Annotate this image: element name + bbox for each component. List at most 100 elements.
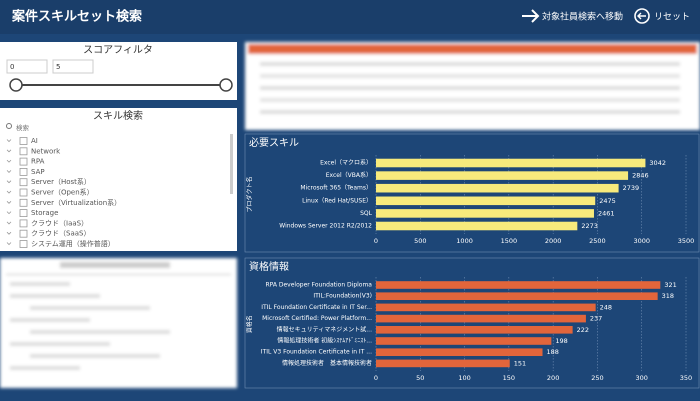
x-tick-label: 3500 — [678, 237, 695, 245]
header-bar — [0, 0, 700, 34]
x-tick-label: 0 — [374, 374, 378, 382]
arrow-icon — [522, 9, 540, 23]
skill-search-title: スキル検索 — [93, 109, 143, 122]
y-axis-label: 資格名 — [246, 315, 254, 333]
bar — [376, 209, 594, 218]
x-tick-label: 50 — [416, 374, 424, 382]
x-tick-label: 2500 — [589, 237, 606, 245]
checkbox[interactable] — [19, 178, 28, 187]
x-tick-label: 1500 — [501, 237, 518, 245]
checkbox[interactable] — [19, 167, 28, 176]
category-label: 情報セキュリティマネジメント試... — [277, 325, 372, 333]
data-label: 222 — [577, 326, 589, 334]
bar — [376, 337, 552, 345]
skill-item[interactable]: Storage — [31, 209, 58, 217]
chevron — [6, 170, 12, 173]
bar — [376, 348, 543, 357]
chevron — [6, 231, 12, 235]
data-label: 321 — [664, 281, 676, 289]
max-value: 5 — [56, 63, 60, 71]
bar — [376, 359, 510, 368]
skill-item[interactable]: Server（Open系） — [31, 188, 94, 197]
skill-item[interactable]: Server（Host系） — [31, 177, 91, 186]
skill-item[interactable]: RPA — [31, 158, 45, 166]
category-label: Microsoft 365（Teams） — [300, 185, 372, 192]
blurred-table-right — [245, 42, 700, 130]
scrollbar[interactable] — [230, 134, 233, 194]
data-label: 248 — [600, 303, 612, 311]
data-label: 2461 — [598, 209, 615, 217]
checkbox[interactable] — [19, 137, 28, 145]
x-tick-label: 350 — [680, 374, 692, 382]
skill-item[interactable]: システム運用（操作普語） — [31, 239, 115, 248]
chevron — [6, 211, 12, 215]
x-tick-label: 500 — [414, 237, 426, 245]
x-tick-label: 2000 — [545, 237, 562, 245]
nav-button[interactable]: 対象社員検索へ移動 — [522, 9, 623, 23]
checkbox[interactable] — [19, 147, 28, 156]
checkbox[interactable] — [19, 219, 28, 228]
chart-panel — [244, 257, 700, 389]
checkbox[interactable] — [19, 188, 28, 197]
x-tick-label: 1000 — [456, 237, 473, 245]
category-label: Microsoft Certified: Power Platform... — [262, 315, 372, 322]
bar — [376, 171, 629, 180]
slider-max-handle[interactable] — [219, 78, 233, 92]
category-label: Linux（Red Hat/SUSE） — [302, 197, 372, 204]
data-label: 151 — [514, 359, 526, 367]
data-label: 318 — [662, 292, 674, 300]
checkbox[interactable] — [19, 209, 28, 218]
data-label: 2739 — [623, 184, 640, 192]
checkbox[interactable] — [19, 157, 28, 166]
bar — [376, 314, 586, 323]
data-label: 188 — [547, 348, 559, 356]
data-label: 3042 — [649, 159, 666, 167]
max-input[interactable] — [52, 59, 94, 74]
blurred-table-left — [0, 258, 237, 388]
reset-button[interactable]: リセット — [634, 8, 690, 24]
search-icon — [6, 123, 12, 129]
search-placeholder[interactable]: 検索 — [16, 123, 30, 132]
bar — [376, 281, 661, 289]
category-label: SQL — [360, 210, 373, 217]
chevron — [6, 242, 12, 246]
skill-search-panel — [0, 108, 237, 251]
skill-item[interactable]: SAP — [31, 168, 45, 176]
category-label: ITIL Foundation Certificate in IT Ser... — [261, 304, 372, 311]
page-title: 案件スキルセット検索 — [11, 9, 142, 25]
x-tick-label: 0 — [374, 237, 378, 245]
bar — [376, 196, 596, 206]
min-input[interactable] — [6, 59, 48, 74]
reset-arrow — [637, 12, 646, 20]
checkbox[interactable] — [19, 229, 28, 238]
chevron — [6, 149, 12, 153]
chevron — [6, 159, 12, 163]
category-label: 情報処理技術者 基本情報技術者 — [282, 359, 372, 367]
skill-item[interactable]: クラウド（IaaS） — [31, 219, 88, 227]
reset-link[interactable]: リセット — [654, 12, 690, 23]
bar — [376, 303, 596, 312]
bar — [376, 221, 578, 231]
data-label: 2273 — [581, 222, 598, 230]
chart-title: 必要スキル — [249, 136, 299, 149]
checkbox[interactable] — [19, 198, 28, 207]
reset-icon — [634, 8, 650, 24]
skill-item[interactable]: Network — [31, 147, 61, 155]
x-tick-label: 100 — [458, 374, 470, 382]
skill-item[interactable]: AI — [31, 137, 38, 145]
min-value: 0 — [10, 63, 14, 71]
category-label: Excel（マクロ系） — [320, 159, 372, 167]
checkbox[interactable] — [19, 240, 28, 248]
bar — [376, 183, 619, 193]
data-label: 2475 — [599, 197, 616, 205]
slider-min-handle[interactable] — [9, 78, 23, 92]
chevron — [6, 221, 12, 225]
x-tick-label: 150 — [503, 374, 515, 382]
nav-link[interactable]: 対象社員検索へ移動 — [542, 11, 623, 23]
category-label: Excel（VBA系） — [326, 171, 372, 179]
skill-item[interactable]: クラウド（SaaS） — [31, 230, 90, 238]
data-label: 2846 — [632, 172, 649, 180]
skill-item[interactable]: Server（Virtualization系） — [31, 198, 121, 207]
category-label: RPA Developer Foundation Diploma — [265, 282, 372, 289]
